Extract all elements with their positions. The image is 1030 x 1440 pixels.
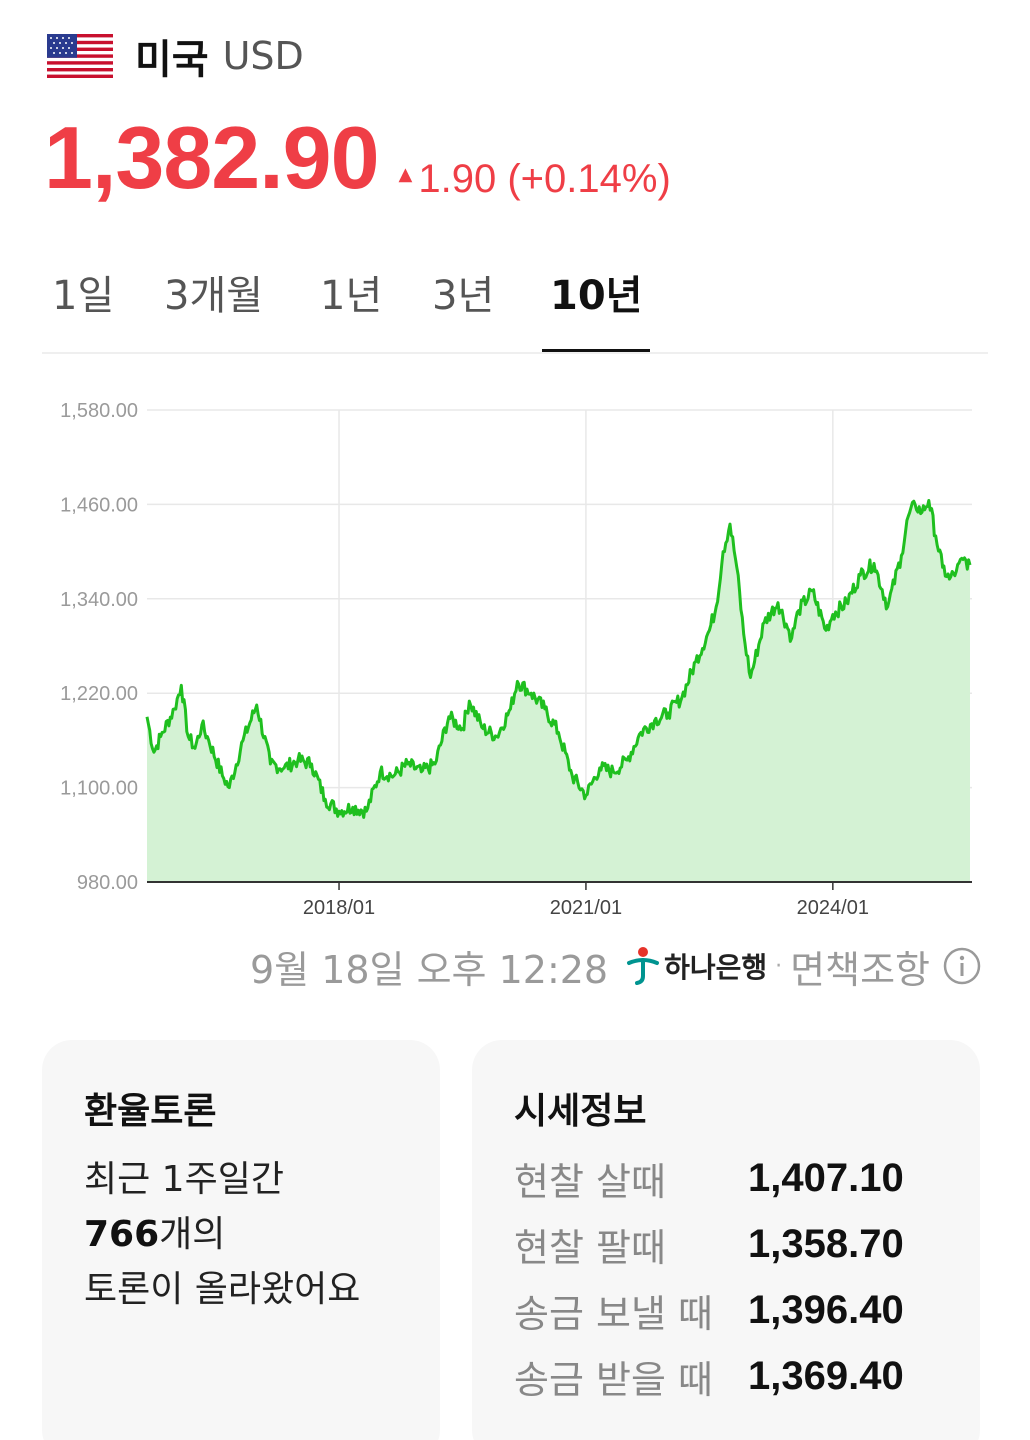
y-tick-label: 980.00: [77, 872, 138, 894]
currency-code: USD: [222, 34, 304, 78]
y-tick-label: 1,100.00: [60, 778, 138, 800]
period-tabs: 1일 3개월 1년 3년 10년: [42, 258, 988, 354]
tab-3m[interactable]: 3개월: [164, 273, 264, 319]
rate-row-remit-receive: 송금 받을 때 1,369.40: [514, 1348, 904, 1404]
rate-info-card[interactable]: 시세정보 현찰 살때 1,407.10 현찰 팔때 1,358.70 송금 보낼…: [472, 1040, 980, 1440]
price-change: ▲ 1.90 (+0.14%): [399, 157, 671, 202]
y-tick-label: 1,460.00: [60, 494, 138, 516]
tab-1d[interactable]: 1일: [52, 273, 115, 319]
discussion-line-3: 토론이 올라왔어요: [84, 1269, 361, 1310]
price-row: 1,382.90 ▲ 1.90 (+0.14%): [44, 108, 671, 208]
chart-area-fill: [147, 500, 970, 882]
y-tick-label: 1,220.00: [60, 683, 138, 705]
exchange-rate-chart[interactable]: 1,580.00 1,460.00 1,340.00 1,220.00 1,100.00…: [30, 380, 990, 930]
us-flag-icon: [47, 34, 113, 78]
tab-10y[interactable]: 10년: [541, 268, 651, 352]
rate-label: 현찰 살때: [514, 1159, 666, 1204]
x-tick-label: 2024/01: [797, 897, 869, 919]
discussion-line-2: 766개의: [84, 1207, 360, 1262]
rate-row-cash-sell: 현찰 팔때 1,358.70: [514, 1216, 904, 1272]
change-value: 1.90 (+0.14%): [418, 157, 671, 201]
rate-label: 현찰 팔때: [514, 1225, 666, 1270]
discussion-card[interactable]: 환율토론 최근 1주일간 766개의 토론이 올라왔어요: [42, 1040, 440, 1440]
discussion-line-1: 최근 1주일간: [84, 1159, 284, 1200]
bank-name: 하나은행: [664, 951, 768, 984]
rate-value: 1,396.40: [748, 1287, 904, 1332]
rate-label: 송금 받을 때: [514, 1357, 713, 1402]
tab-3y[interactable]: 3년: [432, 273, 495, 319]
separator-dot: ·: [775, 953, 783, 979]
tab-1y[interactable]: 1년: [320, 273, 383, 319]
discussion-count: 766: [84, 1214, 160, 1255]
rate-value: 1,358.70: [748, 1221, 904, 1266]
x-tick-label: 2018/01: [303, 897, 375, 919]
country-name: 미국: [135, 37, 209, 83]
disclaimer-link[interactable]: 면책조항: [790, 947, 930, 992]
y-tick-label: 1,340.00: [60, 589, 138, 611]
rate-value: 1,369.40: [748, 1353, 904, 1398]
chart-series-line: [145, 499, 972, 819]
discussion-count-suffix: 개의: [159, 1214, 226, 1255]
info-icon[interactable]: [942, 946, 982, 986]
quote-meta: 9월 18일 오후 12:28 하나은행 · 면책조항: [0, 938, 1030, 994]
currency-header: 미국 USD: [47, 28, 304, 84]
x-tick-label: 2021/01: [550, 897, 622, 919]
y-tick-label: 1,580.00: [60, 400, 138, 422]
rate-row-remit-send: 송금 보낼 때 1,396.40: [514, 1282, 904, 1338]
rate-info-title: 시세정보: [514, 1091, 647, 1132]
rate-value: 1,407.10: [748, 1155, 904, 1200]
hana-bank-logo-icon: [627, 947, 660, 985]
quote-timestamp: 9월 18일 오후 12:28: [249, 947, 609, 992]
rate-row-cash-buy: 현찰 살때 1,407.10: [514, 1150, 904, 1206]
bank-source: 하나은행: [626, 946, 767, 986]
discussion-summary: 최근 1주일간 766개의 토론이 올라왔어요: [84, 1152, 360, 1317]
up-triangle-icon: ▲: [398, 164, 413, 185]
current-price: 1,382.90: [44, 108, 380, 207]
discussion-title: 환율토론: [84, 1091, 217, 1132]
rate-label: 송금 보낼 때: [514, 1291, 713, 1336]
